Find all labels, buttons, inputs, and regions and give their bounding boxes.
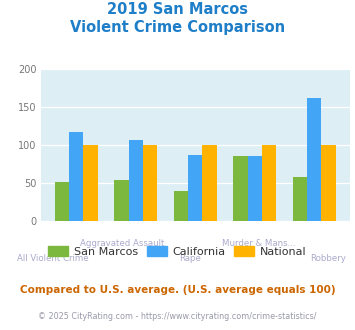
Text: Murder & Mans...: Murder & Mans... [222, 239, 296, 248]
Bar [129, 140, 143, 221]
Bar [174, 191, 188, 221]
Bar [321, 145, 335, 221]
Text: Compared to U.S. average. (U.S. average equals 100): Compared to U.S. average. (U.S. average … [20, 285, 335, 295]
Bar [307, 98, 321, 221]
Bar [262, 145, 276, 221]
Bar [83, 145, 98, 221]
Bar [114, 180, 129, 221]
Text: © 2025 CityRating.com - https://www.cityrating.com/crime-statistics/: © 2025 CityRating.com - https://www.city… [38, 312, 317, 321]
Bar [69, 132, 83, 221]
Legend: San Marcos, California, National: San Marcos, California, National [44, 242, 311, 261]
Bar [247, 156, 262, 221]
Text: Rape: Rape [180, 254, 201, 263]
Bar [233, 156, 247, 221]
Bar [143, 145, 157, 221]
Bar [202, 145, 217, 221]
Text: Violent Crime Comparison: Violent Crime Comparison [70, 20, 285, 35]
Bar [55, 182, 69, 221]
Text: Robbery: Robbery [310, 254, 346, 263]
Text: Aggravated Assault: Aggravated Assault [80, 239, 164, 248]
Bar [293, 177, 307, 221]
Text: All Violent Crime: All Violent Crime [17, 254, 89, 263]
Text: 2019 San Marcos: 2019 San Marcos [107, 2, 248, 16]
Bar [188, 155, 202, 221]
